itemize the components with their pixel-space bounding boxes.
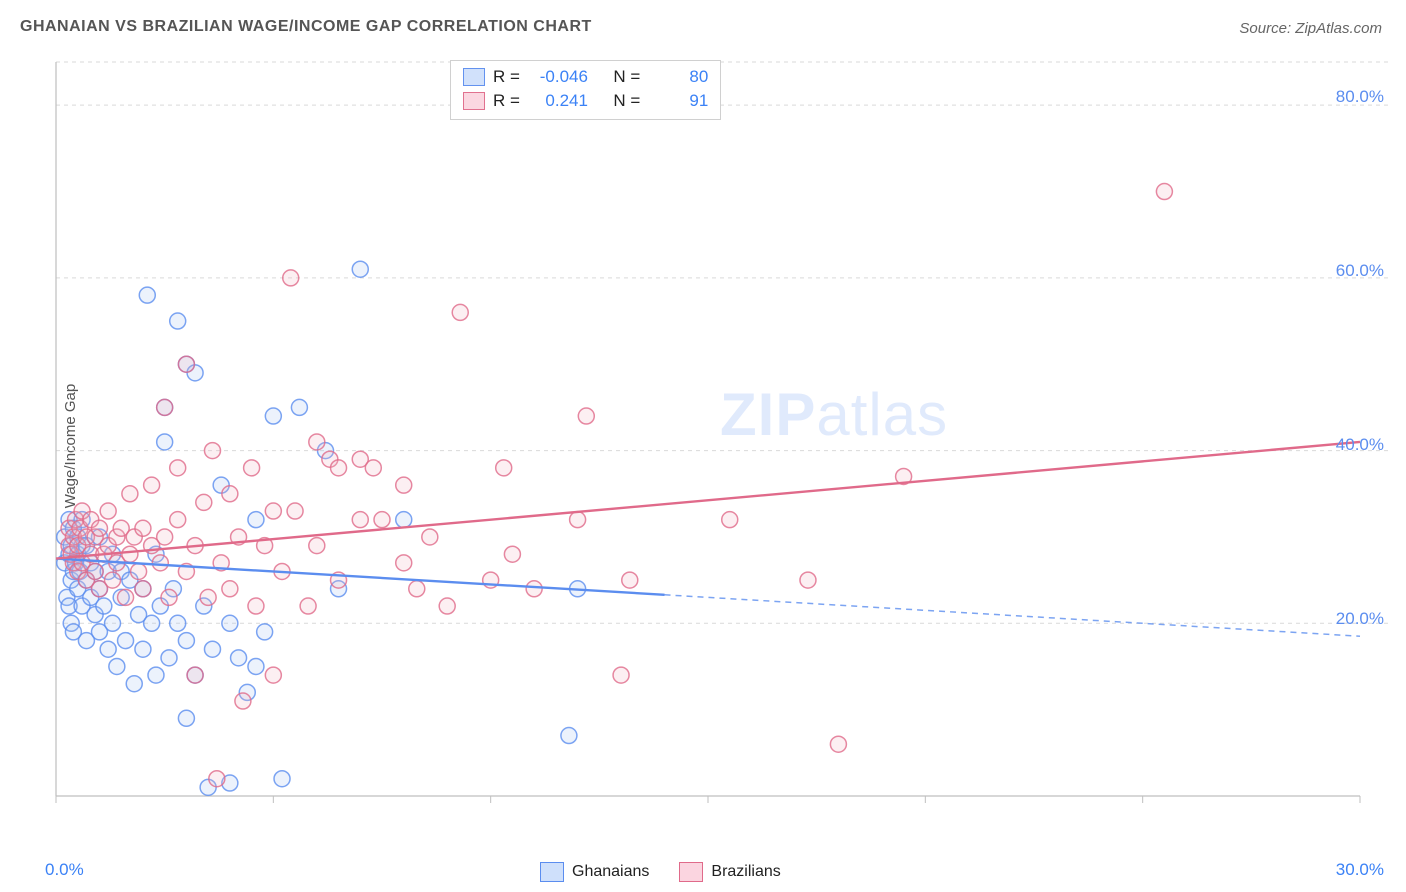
series-legend: Ghanaians Brazilians: [540, 862, 781, 882]
legend-item-brazilians[interactable]: Brazilians: [679, 862, 780, 882]
n-label: [596, 89, 605, 113]
legend-item-ghanaians[interactable]: Ghanaians: [540, 862, 649, 882]
r-value-ghanaians: -0.046: [528, 65, 588, 89]
y-tick-label: 60.0%: [1336, 261, 1384, 281]
n-label: N =: [613, 65, 640, 89]
r-value-brazilians: 0.241: [528, 89, 588, 113]
correlation-legend: R = -0.046 N = 80 R = 0.241 N = 91: [450, 60, 721, 120]
n-label: [596, 65, 605, 89]
n-label: N =: [613, 89, 640, 113]
swatch-ghanaians-icon: [463, 68, 485, 86]
legend-row-brazilians: R = 0.241 N = 91: [463, 89, 708, 113]
y-tick-label: 20.0%: [1336, 609, 1384, 629]
swatch-brazilians-icon: [463, 92, 485, 110]
chart-area: [50, 56, 1390, 826]
source-prefix: Source:: [1239, 20, 1295, 37]
x-tick-label: 30.0%: [1336, 860, 1384, 880]
n-value-brazilians: 91: [648, 89, 708, 113]
swatch-brazilians-icon: [679, 862, 703, 882]
legend-label-brazilians: Brazilians: [711, 863, 780, 881]
n-value-ghanaians: 80: [648, 65, 708, 89]
r-label: R =: [493, 89, 520, 113]
y-tick-label: 80.0%: [1336, 87, 1384, 107]
r-label: R =: [493, 65, 520, 89]
legend-row-ghanaians: R = -0.046 N = 80: [463, 65, 708, 89]
chart-title: GHANAIAN VS BRAZILIAN WAGE/INCOME GAP CO…: [20, 18, 592, 36]
swatch-ghanaians-icon: [540, 862, 564, 882]
legend-label-ghanaians: Ghanaians: [572, 863, 649, 881]
x-tick-label: 0.0%: [45, 860, 84, 880]
y-tick-label: 40.0%: [1336, 435, 1384, 455]
source-attribution: Source: ZipAtlas.com: [1239, 20, 1382, 37]
source-link[interactable]: ZipAtlas.com: [1295, 20, 1382, 37]
scatter-plot-svg: [50, 56, 1390, 826]
